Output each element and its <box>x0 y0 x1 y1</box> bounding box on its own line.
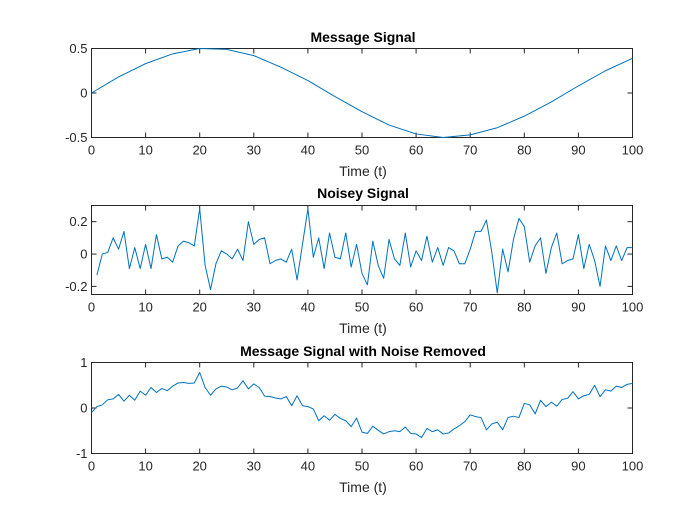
y-tick-label: -0.5 <box>65 130 87 145</box>
x-tick-label: 100 <box>622 300 644 315</box>
x-axis-label: Time (t) <box>339 163 387 179</box>
x-tick-label: 80 <box>517 459 531 474</box>
subplot-message-signal: Message Signal 0 10 20 30 40 50 60 70 80 90 100 0.… <box>65 29 643 179</box>
series-group <box>96 208 633 294</box>
x-tick-label: 60 <box>409 459 423 474</box>
y-tick-label: 0 <box>80 401 87 416</box>
x-tick-label: 10 <box>138 300 152 315</box>
x-tick-label: 30 <box>247 300 261 315</box>
x-tick-label: 50 <box>355 300 369 315</box>
x-tick-label: 100 <box>622 459 644 474</box>
x-tick-label: 50 <box>355 459 369 474</box>
series-line <box>91 48 633 138</box>
x-tick-label: 60 <box>409 300 423 315</box>
axes-box <box>91 362 633 454</box>
y-tick-label: 1 <box>80 355 87 370</box>
x-tick-label: 20 <box>192 459 206 474</box>
subplot-noise-removed: Message Signal with Noise Removed 0 10 20 3… <box>76 343 643 495</box>
x-tick-label: 100 <box>622 143 644 158</box>
x-tick-label: 70 <box>463 300 477 315</box>
x-tick-label: 70 <box>463 143 477 158</box>
x-tick-label: 40 <box>301 459 315 474</box>
x-tick-label: 20 <box>192 300 206 315</box>
y-tick-label: 0.2 <box>69 214 87 229</box>
x-tick-label: 90 <box>571 300 585 315</box>
y-tick-label: -0.2 <box>65 279 87 294</box>
y-tick-label: 0 <box>80 247 87 262</box>
series-line <box>96 208 633 294</box>
x-tick-label: 0 <box>88 143 95 158</box>
chart-title: Message Signal <box>310 29 415 45</box>
x-tick-label: 90 <box>571 459 585 474</box>
series-group <box>91 372 633 439</box>
x-tick-label: 80 <box>517 143 531 158</box>
series-group <box>91 48 633 138</box>
x-axis-label: Time (t) <box>339 320 387 336</box>
y-tick-label: 0 <box>80 86 87 101</box>
y-tick-label: 0.5 <box>69 41 87 56</box>
x-tick-label: 50 <box>355 143 369 158</box>
y-ticks: 0.2 0 -0.2 <box>65 214 633 294</box>
x-tick-label: 10 <box>138 459 152 474</box>
x-tick-label: 90 <box>571 143 585 158</box>
x-ticks: 0 10 20 30 40 50 60 70 80 90 100 <box>88 362 644 474</box>
x-ticks: 0 10 20 30 40 50 60 70 80 90 100 <box>88 205 644 315</box>
x-tick-label: 20 <box>192 143 206 158</box>
x-tick-label: 40 <box>301 300 315 315</box>
series-line <box>91 372 633 439</box>
x-tick-label: 10 <box>138 143 152 158</box>
x-tick-label: 0 <box>88 459 95 474</box>
chart-title: Message Signal with Noise Removed <box>240 343 486 359</box>
x-tick-label: 30 <box>247 143 261 158</box>
x-tick-label: 0 <box>88 300 95 315</box>
y-ticks: 0.5 0 -0.5 <box>65 41 633 145</box>
chart-title: Noisey Signal <box>317 185 409 201</box>
axes-box <box>91 48 633 138</box>
subplot-noisey-signal: Noisey Signal 0 10 20 30 40 50 60 70 80 90 100 0.2… <box>65 185 643 336</box>
y-tick-label: -1 <box>76 446 88 461</box>
x-tick-label: 70 <box>463 459 477 474</box>
y-ticks: 1 0 -1 <box>76 355 633 461</box>
x-ticks: 0 10 20 30 40 50 60 70 80 90 100 <box>88 48 644 158</box>
x-tick-label: 80 <box>517 300 531 315</box>
x-tick-label: 40 <box>301 143 315 158</box>
x-tick-label: 60 <box>409 143 423 158</box>
x-tick-label: 30 <box>247 459 261 474</box>
x-axis-label: Time (t) <box>339 479 387 495</box>
